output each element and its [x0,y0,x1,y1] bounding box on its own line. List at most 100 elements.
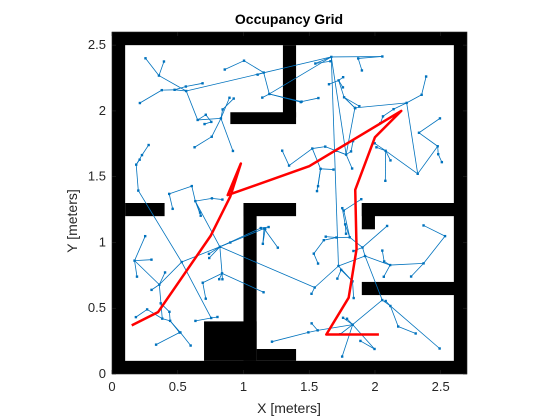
tree-edge [308,329,318,333]
tree-node [311,147,314,150]
x-axis-label: X [meters] [257,400,321,416]
tree-edge [195,197,212,202]
tree-edge [357,58,363,71]
tree-edge [418,118,441,134]
y-tick-label-0: 0 [99,366,106,381]
planned-path [131,109,403,336]
tree-node [396,325,400,328]
tree-edge [139,89,163,104]
tree-node [203,122,206,126]
tree-node [443,234,447,238]
x-tick-label-1: 0.5 [169,379,187,394]
tree-edge [181,246,221,263]
tree-edge [208,246,221,255]
chart-title: Occupancy Grid [235,11,343,27]
tree-edge [338,80,345,98]
tree-edge [336,269,342,279]
tree-node [352,249,355,253]
tree-edge [385,150,391,161]
tree-node [276,246,280,249]
tree-edge [174,86,186,91]
tree-edge [315,60,331,64]
tree-edge [211,118,222,137]
tree-node [352,296,355,300]
tree-edge [271,331,309,343]
tree-node [438,347,441,350]
tree-node [207,252,211,256]
tree-node [199,214,202,217]
tree-edge [311,148,321,169]
tree-node [388,263,392,267]
obstacle-13 [361,281,467,296]
tree-edge [381,250,385,262]
tree-edge [220,118,234,152]
tree-node [261,242,265,246]
tree-node [210,197,214,200]
tree-edge [145,58,160,76]
tree-node [335,236,338,239]
tree-edge [288,148,313,166]
tree-node [184,85,188,88]
tree-node [381,115,385,118]
tree-edge [314,265,339,288]
tree-node [144,57,147,60]
tree-edge [134,259,152,262]
tree-edge [390,305,440,349]
tree-node [218,245,222,249]
tree-node [134,163,138,166]
obstacle-2 [112,360,467,374]
tree-node [360,69,364,72]
tree-node [314,62,317,65]
tree-node [373,142,376,145]
tree-edge [418,132,438,147]
tree-node [436,145,439,148]
tree-edge [262,228,266,244]
axes-box [111,31,468,375]
tree-node [185,89,188,93]
tree-edge [134,260,138,277]
tree-node [344,153,348,156]
tree-edge [313,239,325,254]
tree-node [219,117,223,120]
tree-edge [208,246,221,259]
tree-node [381,298,384,302]
tree-node [157,74,161,77]
tree-node [201,82,204,85]
tree-node [381,249,384,252]
tree-node [340,355,344,358]
tree-edge [325,236,337,238]
tree-node [242,59,246,62]
obstacle-9 [204,321,257,361]
tree-node [210,120,213,124]
tree-edge [345,154,353,169]
tree-node [417,131,421,134]
tree-node [300,100,303,103]
tree-edge [317,324,353,331]
tree-node [178,331,181,334]
tree-node [312,252,315,255]
tree-node [385,224,389,228]
tree-node [345,317,349,320]
tree-edge [390,305,399,327]
tree-edge [360,340,375,350]
tree-edge [328,80,339,85]
tree-node [440,160,444,164]
tree-edge [135,164,139,191]
tree-edge [345,107,356,155]
tree-node [162,60,166,63]
tree-edge [343,210,351,238]
tree-edge [352,324,375,350]
axes: 0 0.5 1 1.5 2 2.5 0 0.5 1 1.5 2 2.5 [88,31,468,394]
y-tick-label-4: 2 [99,103,106,118]
tree-node [198,211,202,214]
tree-edge [362,247,366,257]
tree-edge [352,281,355,299]
tree-node [163,271,167,274]
tree-node [310,322,313,325]
tree-edge [398,326,416,334]
x-tick-label-3: 1.5 [300,379,318,394]
tree-edge [338,255,366,267]
tree-node [342,209,345,212]
tree-edge [137,190,183,263]
tree-node [422,262,425,265]
